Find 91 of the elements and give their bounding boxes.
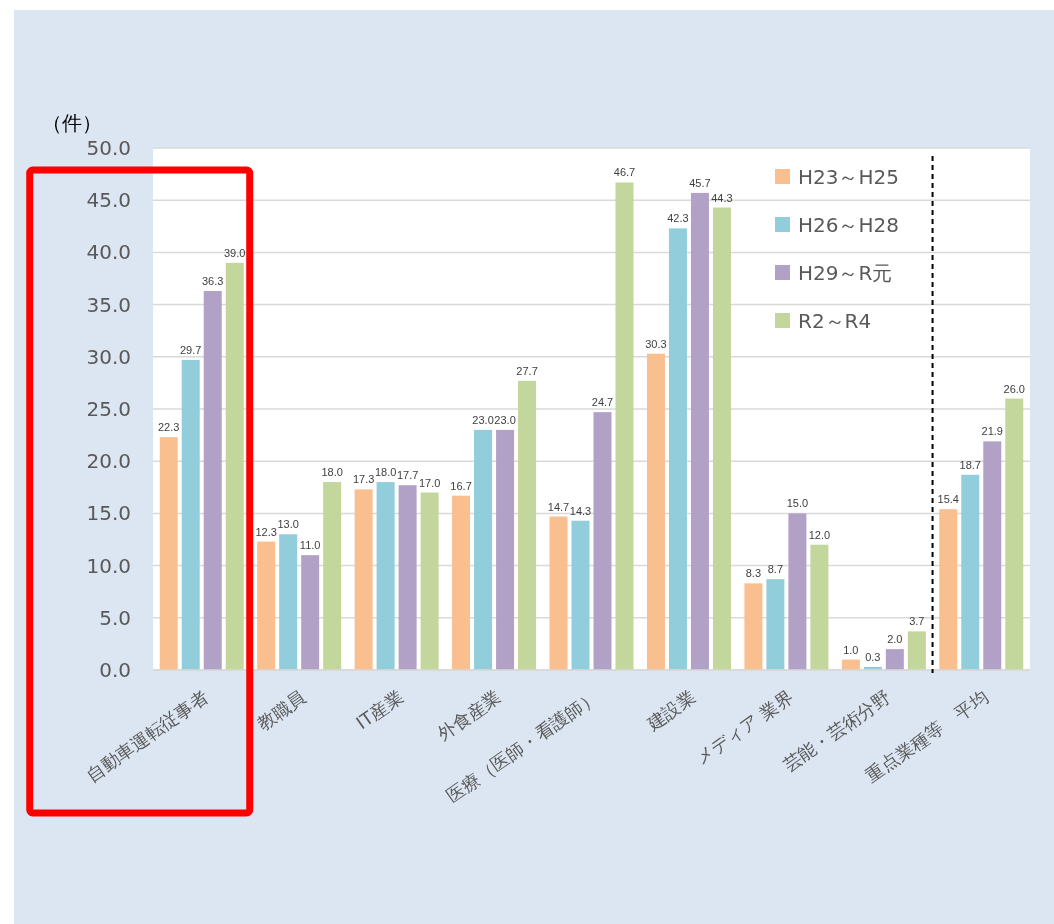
data-label: 39.0 <box>224 246 246 259</box>
y-tick-label: 5.0 <box>99 605 131 630</box>
data-label: 42.3 <box>667 212 689 225</box>
bar <box>810 544 829 670</box>
bar <box>885 649 904 670</box>
bar <box>452 495 471 670</box>
bar <box>181 359 200 670</box>
x-tick-label: 教職員 <box>253 686 310 735</box>
bar <box>744 583 763 670</box>
y-tick-label: 20.0 <box>86 449 131 474</box>
x-tick-label: 自動車運転従事者 <box>82 686 213 786</box>
y-tick-label: 15.0 <box>86 501 131 526</box>
data-label: 17.3 <box>352 473 375 486</box>
data-label: 14.3 <box>569 504 592 517</box>
bar <box>301 555 320 670</box>
data-label: 17.0 <box>418 476 441 489</box>
bar <box>593 412 612 670</box>
bar <box>712 207 731 670</box>
bar <box>766 579 785 670</box>
data-label: 16.7 <box>450 479 472 492</box>
bar <box>571 520 590 670</box>
x-tick-label: IT産業 <box>352 686 407 734</box>
data-label: 12.0 <box>808 528 831 541</box>
y-tick-label: 50.0 <box>86 136 131 160</box>
data-label: 44.3 <box>711 191 733 204</box>
y-tick-label: 0.0 <box>99 658 131 682</box>
data-label: 22.3 <box>158 421 180 434</box>
data-label: 0.3 <box>865 650 881 663</box>
data-label: 8.3 <box>745 567 762 580</box>
data-label: 36.3 <box>202 275 224 288</box>
bar <box>257 541 276 670</box>
bar <box>474 429 493 670</box>
data-label: 17.7 <box>396 469 419 482</box>
bar <box>323 482 342 670</box>
data-label: 46.7 <box>613 166 636 179</box>
data-label: 27.7 <box>516 364 538 377</box>
x-tick-label: 建設業 <box>642 686 700 735</box>
y-tick-label: 10.0 <box>86 553 131 578</box>
bar <box>939 509 958 670</box>
bar <box>398 485 417 670</box>
data-label: 21.9 <box>981 425 1003 438</box>
bar <box>788 513 807 670</box>
bar <box>376 482 395 670</box>
bar <box>225 262 244 670</box>
data-label: 15.0 <box>786 497 809 510</box>
bar <box>668 228 687 670</box>
bar <box>690 192 709 670</box>
y-axis-title: （件） <box>42 111 102 135</box>
bar <box>646 353 665 670</box>
data-label: 18.7 <box>959 458 981 471</box>
data-label: 13.0 <box>277 518 299 531</box>
bar <box>518 380 537 670</box>
data-label: 45.7 <box>689 176 711 189</box>
data-label: 3.7 <box>909 615 925 628</box>
data-label: 18.0 <box>321 466 343 479</box>
y-tick-label: 30.0 <box>86 344 131 369</box>
data-label: 23.0 <box>494 413 516 426</box>
bar <box>549 516 568 670</box>
bar <box>907 631 926 670</box>
bar <box>354 489 373 670</box>
legend-label: H29～R元 <box>798 261 893 285</box>
data-label: 24.7 <box>591 396 614 409</box>
x-tick-label: 外食産業 <box>433 686 505 745</box>
data-label: 18.0 <box>374 466 397 479</box>
y-tick-label: 40.0 <box>86 240 131 265</box>
bar <box>983 441 1002 670</box>
bar <box>279 534 298 670</box>
y-tick-label: 45.0 <box>86 188 131 213</box>
data-label: 12.3 <box>255 525 277 538</box>
legend-label: H26～H28 <box>798 213 899 237</box>
bar <box>1005 398 1024 670</box>
legend-label: R2～R4 <box>798 309 872 333</box>
data-label: 29.7 <box>180 343 202 356</box>
bar <box>420 492 439 670</box>
data-label: 8.7 <box>767 563 784 576</box>
bar <box>159 437 178 670</box>
bar <box>615 182 634 670</box>
data-label: 1.0 <box>843 643 859 656</box>
data-label: 26.0 <box>1003 382 1025 395</box>
y-tick-label: 25.0 <box>86 397 131 421</box>
data-label: 15.4 <box>937 493 959 506</box>
bar <box>496 429 515 670</box>
bar <box>203 291 222 670</box>
data-label: 14.7 <box>547 500 570 513</box>
data-label: 23.0 <box>472 413 494 426</box>
data-label: 2.0 <box>887 633 903 646</box>
legend-label: H23～H25 <box>798 165 899 189</box>
y-tick-label: 35.0 <box>86 292 131 317</box>
data-label: 30.3 <box>645 337 667 350</box>
bar <box>961 474 980 670</box>
data-label: 11.0 <box>299 539 321 552</box>
